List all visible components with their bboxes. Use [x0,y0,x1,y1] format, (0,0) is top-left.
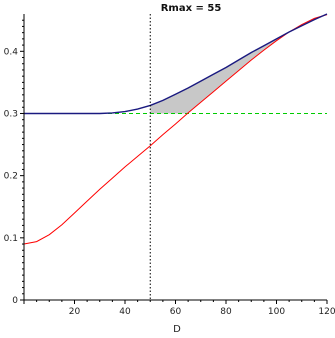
x-tick-label: 120 [318,307,335,317]
x-axis-title: D [173,324,181,335]
x-tick-label: 40 [119,307,131,317]
x-ticks: 20 40 60 80 100 120 [23,300,335,317]
axes [23,14,327,301]
x-tick-label: 100 [268,307,285,317]
series-lines [23,13,328,245]
shaded-region [150,32,290,114]
y-tick-label: 0.3 [4,109,18,119]
x-tick-label: 80 [220,307,232,317]
series-line-1 [24,13,328,115]
x-tick-label: 20 [69,307,81,317]
y-tick-label: 0.2 [4,172,18,182]
x-tick-label: 60 [170,307,182,317]
y-tick-label: 0.4 [4,47,19,57]
series-line-2 [23,14,328,245]
y-tick-label: 0.1 [4,234,18,244]
chart-title: Rmax = 55 [161,3,222,14]
y-ticks: 0 0.1 0.2 0.3 0.4 [4,19,24,306]
y-tick-label: 0 [12,296,18,306]
shaded-area [150,32,290,114]
